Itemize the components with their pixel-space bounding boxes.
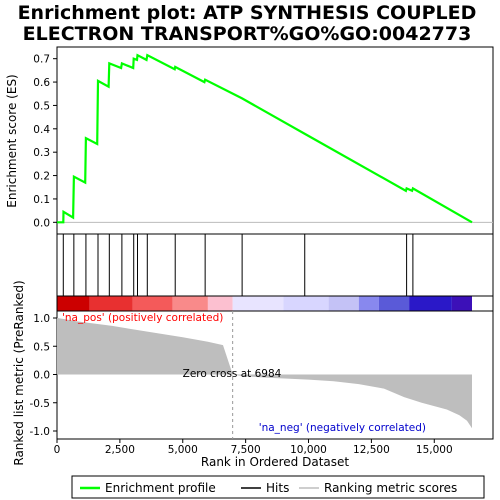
color-strip-segment: [409, 296, 452, 311]
x-tick-label: 10,000: [290, 444, 327, 456]
enrichment-panel-frame: [56, 46, 494, 235]
chart-title-line-2: ELECTRON TRANSPORT%GO%GO:0042773: [23, 23, 472, 45]
enrichment-profile-line: [57, 53, 473, 224]
color-strip-tail: [472, 296, 493, 311]
color-strip-segment: [358, 296, 379, 311]
es-y-tick-label: 0.2: [33, 171, 50, 183]
color-strip-segment: [89, 296, 133, 311]
color-strip-segment: [328, 296, 359, 311]
color-strip-segment: [132, 296, 173, 311]
rank-y-tick-label: -0.5: [30, 398, 51, 410]
rank-y-tick-label: -1.0: [30, 426, 51, 438]
hits-panel: [56, 233, 494, 297]
color-strip-segment: [232, 296, 284, 311]
x-tick-label: 0: [54, 444, 61, 456]
color-strip-segment: [172, 296, 208, 311]
es-y-tick-label: 0.7: [33, 54, 50, 66]
enrichment-panel: 0.0 0.1 0.2 0.3 0.4 0.5 0.6 0.7 Enrichment scor…: [5, 46, 494, 235]
es-y-tick-label: 0.3: [33, 147, 50, 159]
rank-y-tick-label: 0.5: [33, 341, 50, 353]
x-tick-label: 15,000: [416, 444, 453, 456]
x-axis-label: Rank in Ordered Dataset: [201, 455, 349, 469]
rank-color-strip: [56, 295, 494, 312]
negative-correlation-label: 'na_neg' (negatively correlated): [259, 422, 426, 434]
zero-cross-label: Zero cross at 6984: [183, 368, 282, 380]
ranking-metric-area: [57, 318, 472, 429]
x-tick-label: 5,000: [168, 444, 198, 456]
color-strip-segment: [451, 296, 472, 311]
legend: Enrichment profile Hits Ranking metric sco…: [71, 475, 485, 499]
rank-y-tick-label: 0.0: [33, 370, 50, 382]
chart-title-line-1: Enrichment plot: ATP SYNTHESIS COUPLED: [18, 2, 477, 24]
rank-y-tick-label: 1.0: [33, 313, 50, 325]
positive-correlation-label: 'na_pos' (positively correlated): [62, 312, 223, 324]
x-tick-label: 2,500: [105, 444, 135, 456]
color-strip-segment: [207, 296, 233, 311]
es-y-tick-label: 0.5: [33, 100, 50, 112]
legend-label: Hits: [266, 481, 289, 495]
x-tick-label: 12,500: [353, 444, 390, 456]
legend-label: Enrichment profile: [105, 481, 216, 495]
ranking-panel: 1.0 0.5 0.0 -0.5 -1.0 0 2,500 5,000 7,500 10,000…: [12, 280, 494, 466]
y-axis-label-ranking: Ranked list metric (PreRanked): [12, 280, 26, 465]
legend-label: Ranking metric scores: [324, 481, 457, 495]
es-y-tick-label: 0.4: [33, 124, 50, 136]
color-strip-segment: [57, 296, 90, 311]
color-strip-segment: [283, 296, 329, 311]
y-axis-label-enrichment: Enrichment score (ES): [5, 74, 19, 207]
hits-panel-frame: [56, 233, 494, 297]
color-strip-segment: [378, 296, 410, 311]
x-tick-label: 7,500: [231, 444, 261, 456]
legend-frame: [71, 475, 485, 499]
es-y-tick-label: 0.0: [33, 217, 50, 229]
es-y-tick-label: 0.1: [33, 194, 50, 206]
es-y-tick-label: 0.6: [33, 77, 50, 89]
